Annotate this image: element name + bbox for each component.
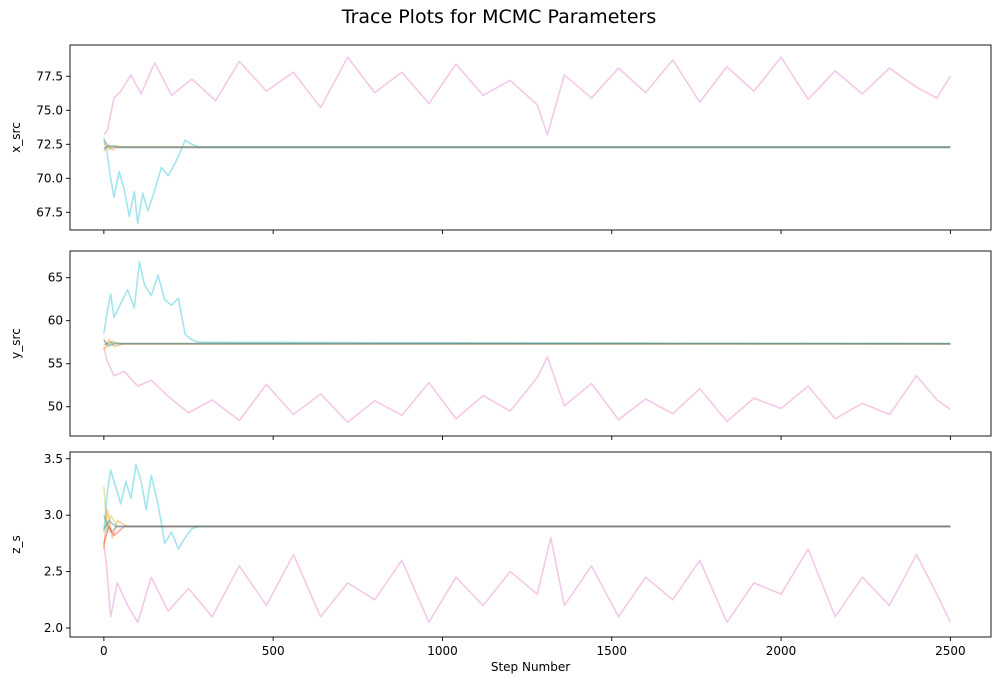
subplot-x_src: 67.5 70.0 72.5 75.0 77.5 x_src bbox=[9, 44, 992, 234]
trace-series-2 bbox=[103, 338, 951, 351]
subplot-y_src: 50 55 60 65 y_src bbox=[9, 250, 992, 440]
trace-series-3 bbox=[103, 142, 951, 151]
series-group bbox=[103, 463, 952, 624]
trace-series-1 bbox=[103, 137, 951, 224]
trace-series-4 bbox=[103, 139, 951, 149]
subplot-z_s: 0 500 1000 1500 2000 2500 2.0 2.5 3.0 3.5 z_s Step … bbox=[9, 451, 992, 674]
y-tick-label: 50 bbox=[48, 400, 63, 414]
y-tick-label: 60 bbox=[48, 314, 63, 328]
figure-title: Trace Plots for MCMC Parameters bbox=[341, 6, 657, 28]
y-tick-label: 2.5 bbox=[44, 565, 63, 579]
y-tick-label: 65 bbox=[48, 271, 63, 285]
trace-series-1 bbox=[103, 261, 951, 345]
y-tick-label: 77.5 bbox=[36, 69, 63, 83]
series-group bbox=[103, 261, 951, 424]
series-group bbox=[103, 56, 952, 224]
trace-series-2 bbox=[103, 508, 951, 550]
axes-frame bbox=[69, 250, 992, 437]
trace-series-0 bbox=[103, 347, 951, 424]
trace-series-3 bbox=[103, 338, 951, 349]
trace-series-4 bbox=[103, 341, 951, 346]
y-tick-label: 67.5 bbox=[36, 205, 63, 219]
trace-series-1 bbox=[103, 463, 951, 550]
x-axis-label: Step Number bbox=[491, 660, 570, 674]
x-tick-label: 500 bbox=[262, 644, 285, 658]
axes-frame bbox=[69, 451, 992, 638]
y-tick-label: 2.0 bbox=[44, 621, 63, 635]
y-axis-label: x_src bbox=[9, 122, 23, 153]
y-tick-label: 3.0 bbox=[44, 508, 63, 522]
trace-series-0 bbox=[103, 56, 952, 136]
trace-series-4 bbox=[103, 525, 951, 544]
trace-series-0 bbox=[103, 536, 952, 624]
y-axis-label: y_src bbox=[9, 328, 23, 359]
trace-series-5 bbox=[103, 144, 951, 150]
y-tick-label: 72.5 bbox=[36, 137, 63, 151]
y-tick-label: 70.0 bbox=[36, 171, 63, 185]
trace-series-6 bbox=[103, 520, 951, 530]
y-tick-label: 75.0 bbox=[36, 103, 63, 117]
trace-series-5 bbox=[103, 514, 951, 533]
x-tick-label: 2000 bbox=[766, 644, 797, 658]
trace-series-2 bbox=[103, 144, 951, 152]
trace-series-3 bbox=[103, 486, 951, 533]
y-axis-label: z_s bbox=[9, 535, 23, 554]
y-tick-label: 55 bbox=[48, 357, 63, 371]
x-tick-label: 1500 bbox=[596, 644, 627, 658]
x-tick-label: 2500 bbox=[935, 644, 966, 658]
trace-series-5 bbox=[103, 339, 951, 347]
axes-frame bbox=[69, 44, 992, 231]
y-tick-label: 3.5 bbox=[44, 452, 63, 466]
x-tick-label: 0 bbox=[100, 644, 108, 658]
x-tick-label: 1000 bbox=[427, 644, 458, 658]
